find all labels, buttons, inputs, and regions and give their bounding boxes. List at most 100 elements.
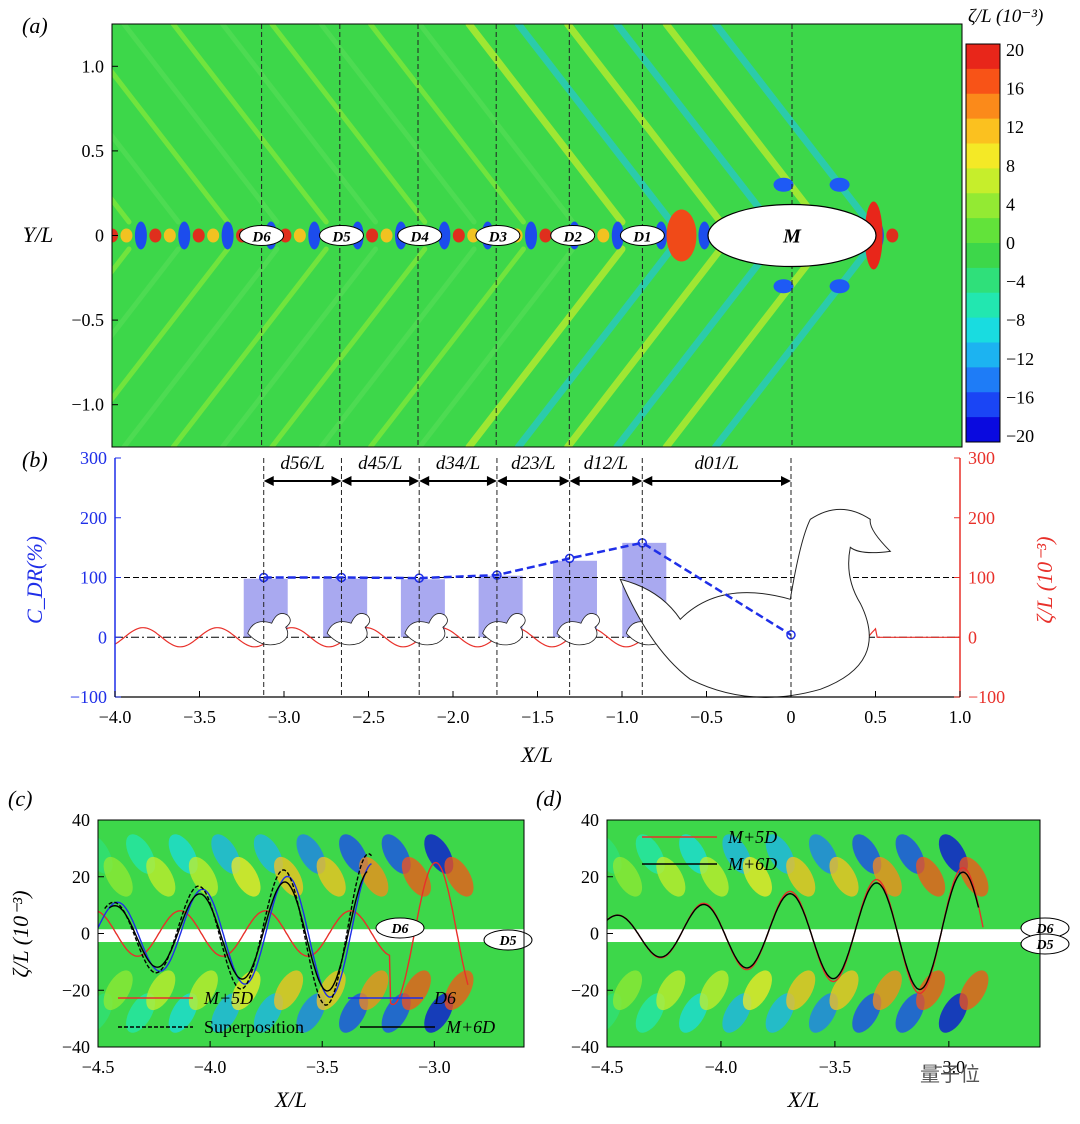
legend-label: D6	[433, 988, 456, 1008]
y-tick-label: −20	[571, 980, 599, 1000]
wake-crest	[318, 246, 477, 447]
x-tick-label: 1.0	[949, 707, 972, 727]
wake-crest	[170, 246, 329, 447]
field-blob	[146, 856, 176, 897]
mother-body	[707, 203, 877, 268]
field-blob	[231, 856, 261, 897]
colorbar-swatch	[966, 193, 1000, 219]
wake-core	[467, 228, 480, 243]
duckling-body	[375, 917, 425, 939]
wake-crest	[613, 245, 774, 447]
field-blob	[401, 970, 431, 1011]
colorbar-swatch	[966, 93, 1000, 120]
wake-crest	[465, 245, 626, 447]
wake-crest	[220, 24, 378, 225]
wake-core	[525, 221, 538, 250]
field-blob	[959, 856, 989, 897]
left-tick-label: 0	[98, 627, 107, 647]
wake-core	[380, 228, 393, 243]
duckling-outline	[556, 613, 600, 646]
panel-label-a: (a)	[22, 13, 48, 38]
x-tick-label: −4.0	[705, 1057, 738, 1077]
wake-crest	[514, 24, 675, 226]
field-blob	[656, 970, 686, 1011]
y-tick-label: −1.0	[71, 395, 104, 415]
wake-crest	[112, 68, 231, 225]
series-curve	[104, 853, 372, 1006]
centerline-band	[98, 929, 524, 943]
duckling-label: D1	[632, 230, 651, 246]
wake-core	[611, 221, 624, 250]
wake-core	[178, 221, 191, 250]
field-blob	[959, 970, 989, 1011]
trough	[829, 177, 850, 192]
duckling-label: D2	[563, 230, 583, 246]
series-curve	[98, 863, 372, 998]
duckling-label: D6	[251, 230, 271, 246]
colorbar-swatch	[966, 317, 1000, 343]
colorbar-swatch	[966, 392, 1000, 418]
arrow-head-right	[409, 476, 420, 486]
right-tick-label: −100	[968, 687, 1005, 707]
wake-core	[120, 228, 133, 243]
duckling-body	[239, 225, 285, 246]
field-blob	[612, 856, 643, 897]
wake-crest	[112, 132, 181, 225]
trough	[773, 177, 794, 192]
cdr-line	[263, 541, 792, 636]
spacing-label: d12/L	[584, 453, 628, 474]
spacing-label: d34/L	[436, 453, 480, 474]
duckling-label: D5	[1035, 938, 1053, 953]
arrow-head-right	[486, 476, 497, 486]
arrow-head-left	[496, 476, 507, 486]
y-axis-label-c: ζ/L (10⁻³)	[8, 890, 33, 977]
wake-core	[438, 221, 451, 250]
colorbar-tick-label: 12	[1006, 117, 1024, 137]
duckling-outline	[326, 613, 371, 646]
colorbar-swatch	[966, 118, 1000, 144]
duckling-body	[619, 225, 665, 246]
legend-label: M+6D	[727, 854, 777, 874]
arrow-head-left	[263, 476, 274, 486]
x-tick-label: −3.5	[183, 707, 216, 727]
y-tick-label: 40	[581, 810, 599, 830]
duckling-label: D5	[331, 230, 351, 246]
colorbar-swatch	[966, 68, 1000, 95]
y-tick-label: 0	[95, 226, 104, 246]
centerline-band	[607, 929, 1040, 943]
wake-crest	[121, 24, 280, 225]
field-blob	[916, 970, 946, 1011]
wake-crest	[564, 24, 725, 226]
colorbar-swatch	[966, 267, 1000, 294]
right-tick-label: 100	[968, 568, 995, 588]
colorbar-swatch	[966, 168, 1000, 194]
field-blob	[612, 970, 643, 1011]
wake-core	[886, 228, 899, 243]
x-axis-label: X/L	[274, 1087, 307, 1112]
duckling-label: D4	[410, 230, 430, 246]
arrow-head-right	[781, 476, 791, 486]
duckling-label: D5	[498, 934, 516, 949]
colorbar-tick-label: −8	[1006, 310, 1025, 330]
x-tick-label: −4.0	[99, 707, 132, 727]
duckling-label: D3	[488, 230, 508, 246]
duckling-outline	[404, 613, 448, 646]
wake-crest	[269, 246, 428, 447]
field-blob	[872, 856, 902, 897]
right-tick-label: 300	[968, 448, 995, 468]
duckling-body	[483, 929, 533, 951]
left-tick-label: 200	[80, 508, 107, 528]
x-tick-label: −1.5	[521, 707, 554, 727]
x-tick-label: −3.0	[933, 1057, 966, 1077]
right-tick-label: 200	[968, 508, 995, 528]
x-tick-label: −2.5	[352, 707, 385, 727]
wake-crest	[465, 24, 626, 226]
colorbar-swatch	[966, 243, 1000, 269]
panel-label: (d)	[536, 786, 562, 811]
y-tick-label: −40	[571, 1037, 599, 1057]
x-tick-label: 0	[787, 707, 796, 727]
arrow-head-left	[569, 476, 580, 486]
wake-crest	[220, 246, 378, 447]
field-blob	[188, 856, 218, 897]
wake-crest	[269, 24, 428, 225]
